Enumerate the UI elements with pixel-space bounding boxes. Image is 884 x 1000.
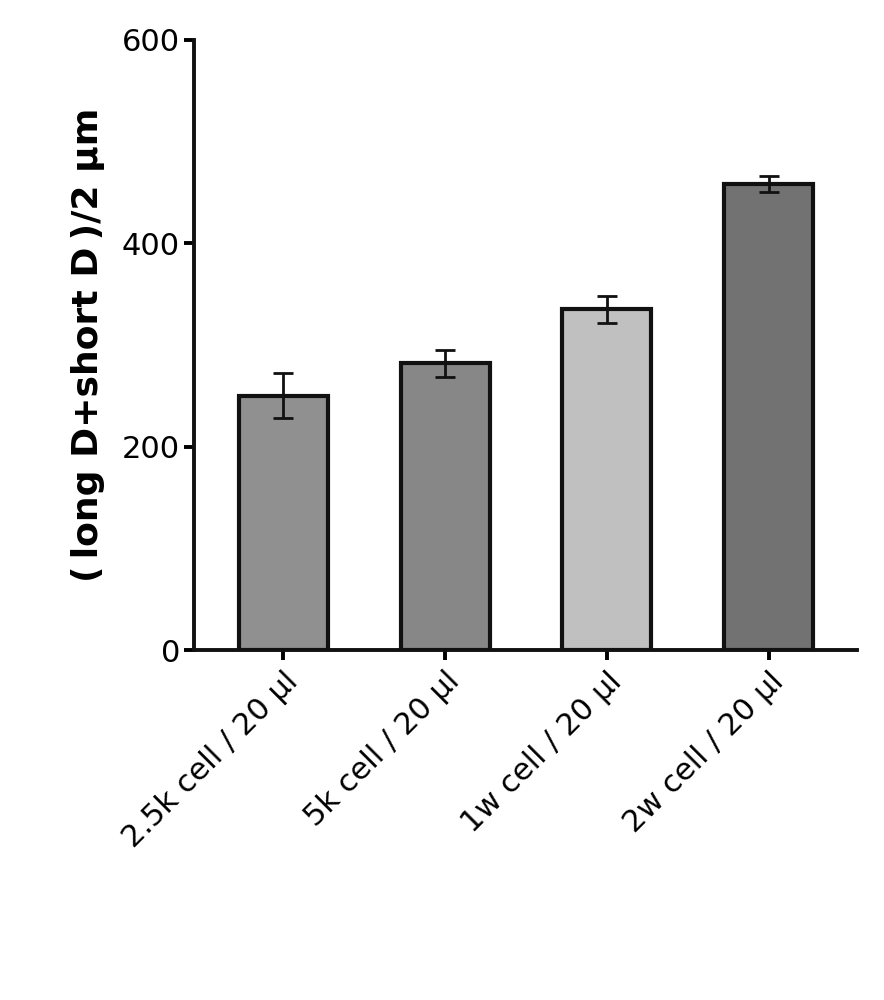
Y-axis label: ( long D+short D )/2 μm: ( long D+short D )/2 μm bbox=[71, 108, 105, 582]
Bar bbox=[562, 309, 652, 650]
Bar bbox=[239, 396, 328, 650]
Bar bbox=[724, 184, 813, 650]
Bar bbox=[400, 363, 490, 650]
